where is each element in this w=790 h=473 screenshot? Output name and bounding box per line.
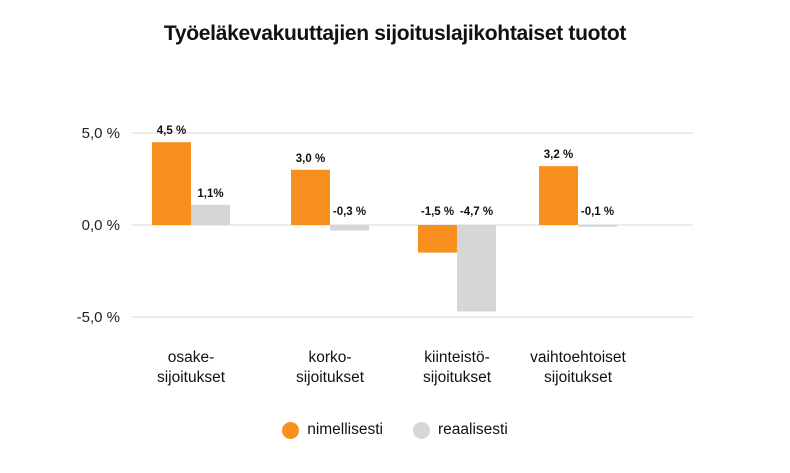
data-label: -1,5 % [421,206,454,218]
legend-item-nominal[interactable]: nimellisesti [282,421,383,439]
legend-swatch-real [413,421,431,439]
bar-real [330,225,369,231]
data-label: 3,0 % [296,153,325,165]
legend-label-real: reaalisesti [438,421,508,438]
category-label: sijoitukset [157,369,226,386]
data-label: -0,3 % [333,206,366,218]
legend-label-nominal: nimellisesti [307,421,384,438]
y-tick-label: 0,0 % [82,217,120,234]
category-label: korko- [308,349,351,366]
bar-real [457,225,496,312]
chart-title: Työeläkevakuuttajien sijoituslajikohtais… [163,22,627,45]
data-label: -0,1 % [581,206,614,218]
bar-chart: 5,0 % 0,0 % -5,0 % 4,5 % 1,1% osake-sijoituks… [77,125,693,386]
legend: nimellisesti reaalisesti [0,421,790,439]
category-label: sijoitukset [296,369,365,386]
data-label: 1,1% [197,188,223,200]
data-label: 3,2 % [544,149,573,161]
legend-item-real[interactable]: reaalisesti [413,421,508,439]
legend-swatch-nominal [282,421,300,439]
bar-nominal [152,142,191,225]
category-label: sijoitukset [544,369,613,386]
data-label: -4,7 % [460,206,493,218]
y-tick-label: 5,0 % [82,125,120,142]
category-label: osake- [168,349,215,366]
category-label: vaihtoehtoiset [530,349,626,366]
bar-real [191,204,230,225]
category-label: sijoitukset [423,369,492,386]
bar-nominal [291,169,330,225]
data-label: 4,5 % [157,125,186,137]
category-label: kiinteistö- [424,349,489,366]
bar-nominal [418,225,457,253]
bar-nominal [539,166,578,225]
bar-real [578,225,617,227]
y-tick-label: -5,0 % [77,309,120,326]
